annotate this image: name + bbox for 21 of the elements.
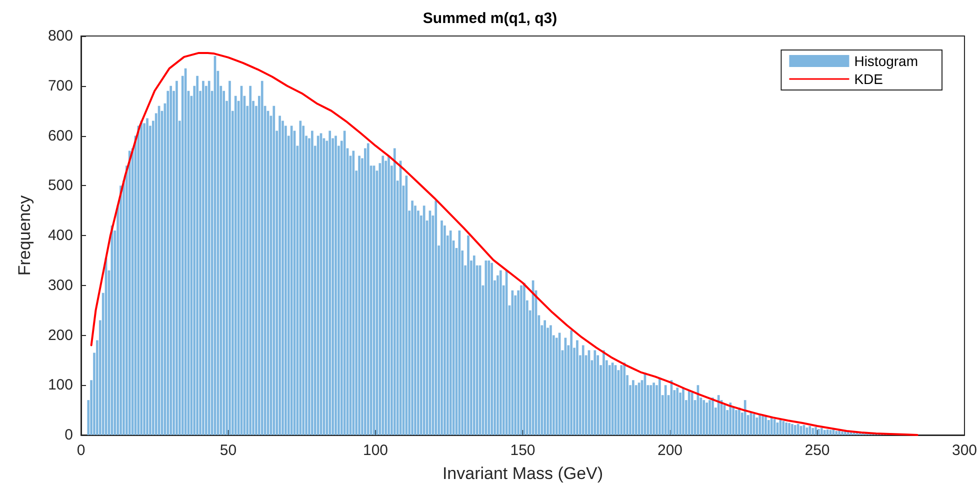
x-axis-title: Invariant Mass (GeV) <box>442 464 604 483</box>
y-tick-label: 800 <box>48 28 73 44</box>
y-tick-label: 300 <box>48 276 73 294</box>
y-tick-label: 700 <box>48 77 73 94</box>
y-tick-label: 100 <box>48 376 73 394</box>
y-tick-label: 200 <box>48 326 73 344</box>
legend-label: Histogram <box>854 53 918 69</box>
y-tick-label: 400 <box>48 227 73 244</box>
chart-title: Summed m(q1, q3) <box>422 10 558 27</box>
x-tick-label: 50 <box>220 442 237 459</box>
x-tick-label: 100 <box>362 442 388 459</box>
y-tick-label: 500 <box>48 177 73 194</box>
x-tick-label: 300 <box>952 442 977 459</box>
y-tick-label: 600 <box>48 127 73 144</box>
y-axis-title: Frequency <box>15 194 34 276</box>
x-tick-label: 0 <box>76 442 86 459</box>
x-tick-label: 200 <box>657 442 683 459</box>
x-tick-label: 150 <box>510 442 536 459</box>
y-tick-label: 0 <box>64 426 73 444</box>
legend-label: KDE <box>854 71 884 87</box>
x-tick-label: 250 <box>804 442 830 459</box>
